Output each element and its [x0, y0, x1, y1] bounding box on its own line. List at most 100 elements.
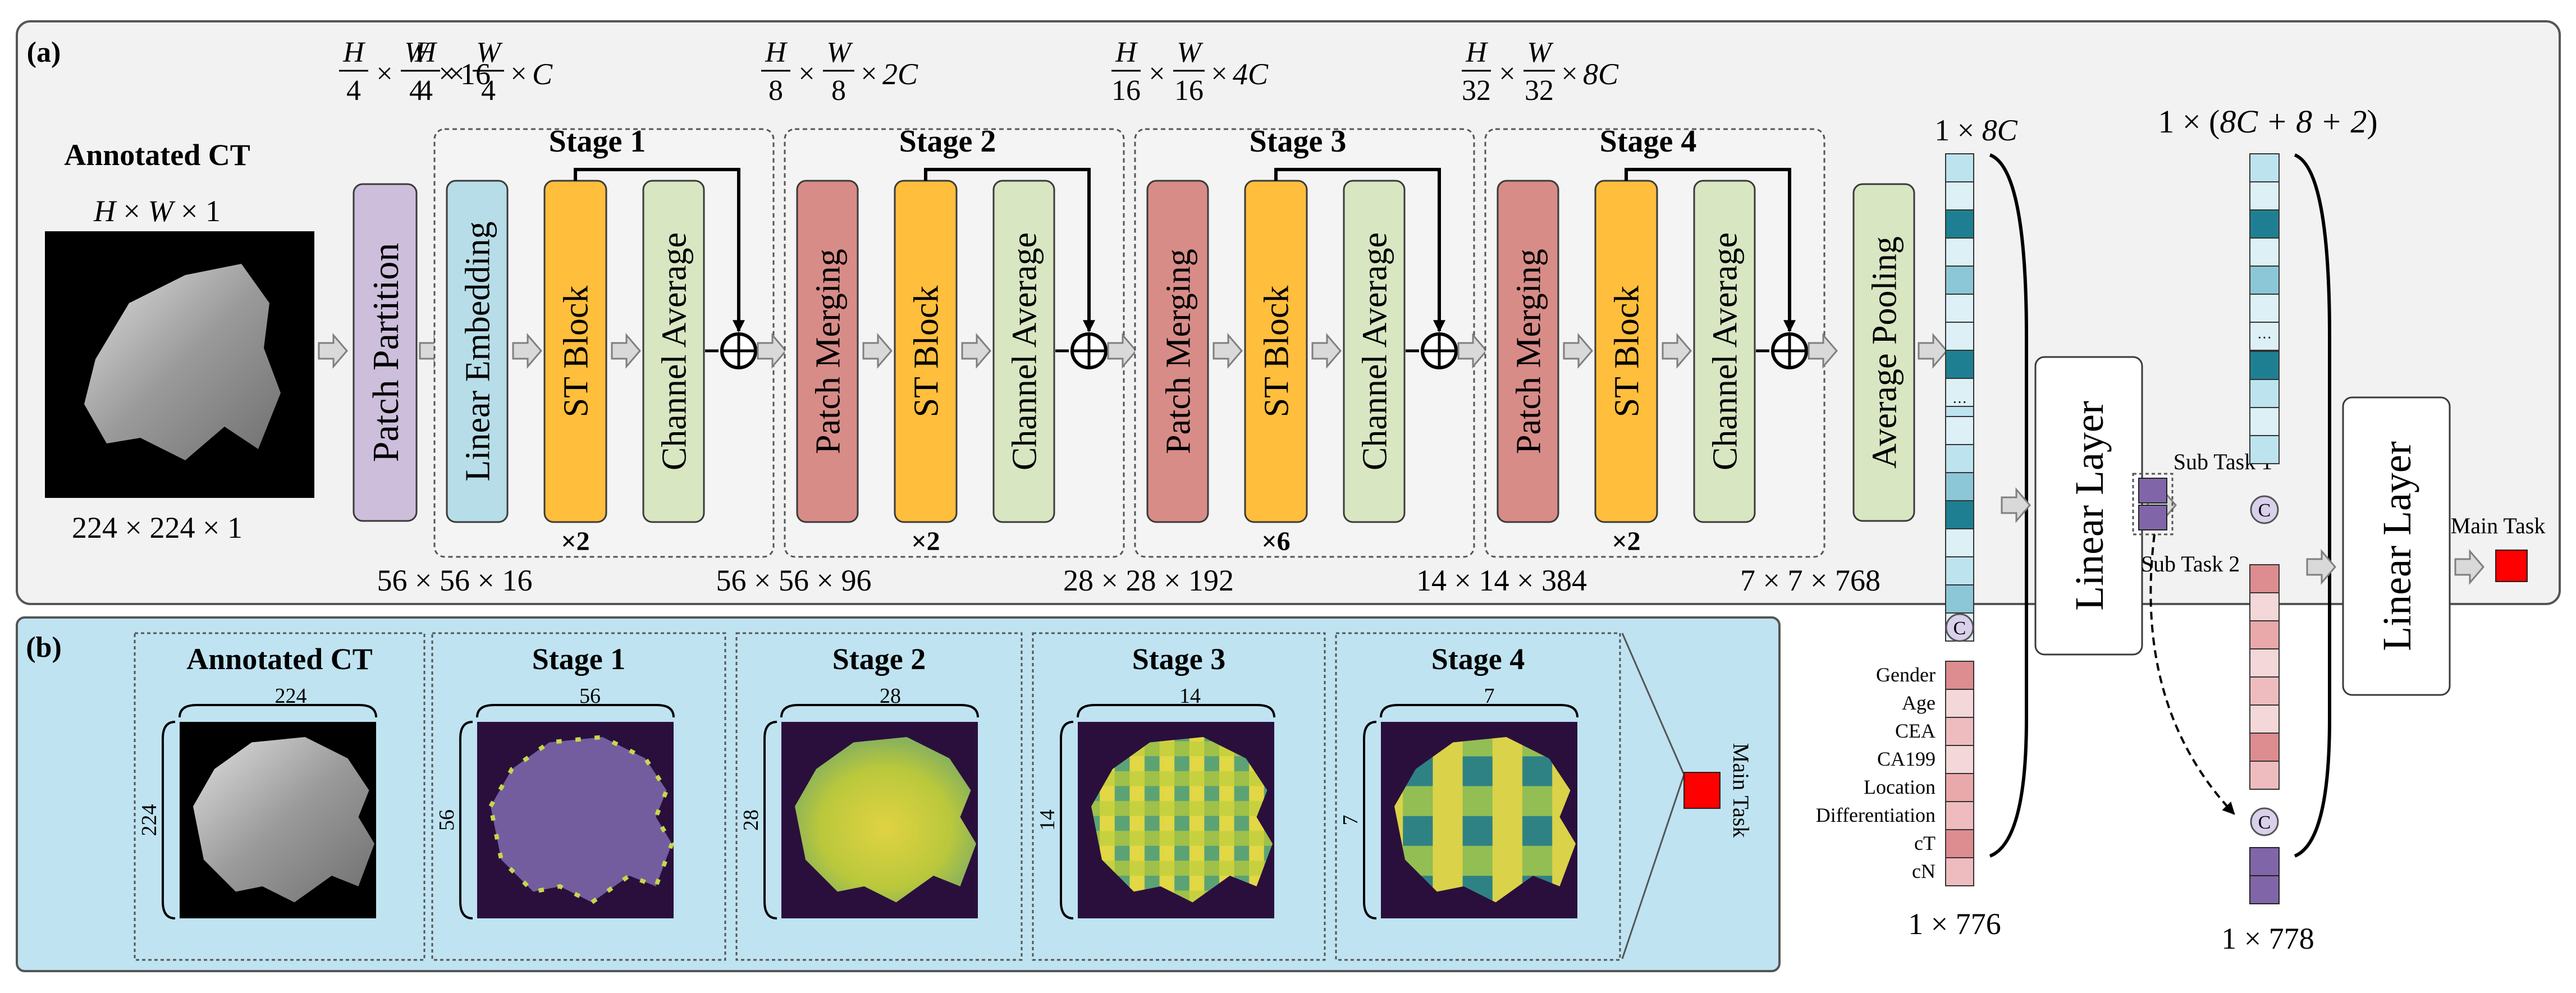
stage-1-arrow-2: [611, 332, 641, 369]
map-4-top-brace: [1077, 704, 1275, 718]
stage-1-sum: [720, 332, 757, 369]
vector2-clinical-cell: [2249, 704, 2280, 734]
clinical-cell-0: [1945, 661, 1974, 690]
clinical-cell-1: [1945, 689, 1974, 718]
concat-3: C: [2250, 807, 2279, 836]
stage-3-dimension-num-b: W: [1177, 36, 1204, 68]
feature-vector-bottom-cell: [1945, 500, 1974, 529]
feature-vector-top-cell: [1945, 350, 1974, 379]
stage-4-dimension-den-b: 32: [1525, 75, 1554, 107]
stage-1-dimension-suffix: C: [532, 57, 553, 91]
stage-1-output-dimension: 56 × 56 × 96: [716, 564, 872, 597]
feature-vector-top-cell: [1945, 153, 1974, 182]
panel-b-label: (b): [26, 632, 62, 663]
clinical-cell-3: [1945, 745, 1974, 774]
stage-4-arrow-1: [1563, 332, 1593, 369]
clinical-cell-7: [1945, 857, 1974, 886]
stage-3-channel-average-label: Channel Average: [1356, 232, 1394, 470]
linear-layer-1-label: Linear Layer: [2067, 401, 2112, 611]
map-4-title: Stage 3: [1132, 642, 1225, 676]
patch-dimension-den-a: 4: [346, 75, 361, 107]
map-3-left-brace: [763, 721, 777, 919]
stage-3-dimension-num-a: H: [1115, 36, 1138, 68]
stage-1-arrow-1: [512, 332, 542, 369]
clinical-label-cn: cN: [1912, 860, 1936, 882]
stage-4-sum: [1771, 332, 1808, 369]
patch-dimension-num-a: H: [342, 36, 365, 68]
vector2-subtask-cell-2: [2249, 875, 2280, 904]
panel-a: (a) Annotated CT H × W × 1 224 × 224 × 1 Pat…: [16, 20, 2561, 955]
vector2-mid-cell: [2249, 351, 2280, 380]
map-3-top-brace: [780, 704, 979, 718]
map-5-height-label: 7: [1339, 815, 1362, 826]
stage-3-arrow-out: [1457, 332, 1488, 369]
clinical-label-location: Location: [1864, 776, 1936, 798]
stage-3-arrow-1: [1212, 332, 1243, 369]
vector2-clinical-cell: [2249, 592, 2280, 621]
concat-2-label: C: [2258, 500, 2271, 521]
stage-1-dimension-num-a: H: [414, 36, 437, 68]
sub-task-2-label: Sub Task 2: [2141, 551, 2240, 576]
clinical-cell-5: [1945, 801, 1974, 830]
vector2-top-cell: [2249, 153, 2280, 182]
stage-2-block1: [796, 180, 859, 523]
main-task-label: Main Task: [2451, 513, 2546, 538]
stage-1-arrow-out: [757, 332, 787, 369]
stage-4-dimension-times-a: ×: [1499, 58, 1515, 90]
stage-2-channel-average: [992, 180, 1055, 523]
patch-partition-block: [353, 183, 418, 522]
clinical-cell-4: [1945, 773, 1974, 802]
stage-1-st-block-label: ST Block: [557, 286, 596, 418]
sub-task-box: [2132, 473, 2174, 536]
stage-2-channel-average-label: Channel Average: [1006, 232, 1044, 470]
patch-dimension-times-b: ×: [438, 58, 455, 90]
feature-vector-bottom-cell: [1945, 444, 1974, 473]
stage-3-channel-average: [1343, 180, 1406, 523]
stage-1-block1: [446, 180, 509, 523]
average-pooling-block: [1852, 183, 1915, 522]
stage-1-title: Stage 1: [549, 124, 646, 159]
stage-3-dimension-den-a: 16: [1111, 75, 1141, 107]
stage-3-arrow-2: [1311, 332, 1342, 369]
map-2-height-label: 56: [435, 809, 459, 831]
map-2-frame: [431, 632, 726, 961]
input-dimension: H × W × 1: [93, 194, 221, 228]
arrow-to-linear-2: [2306, 548, 2336, 585]
map-5-title: Stage 4: [1431, 642, 1525, 676]
stage-2-residual-path: [924, 168, 1095, 333]
feature-vector-top-cell: [1945, 378, 1974, 407]
clinical-label-ca199: CA199: [1877, 748, 1936, 770]
subtask-to-concat-path: [2149, 534, 2235, 815]
stage-3-residual-path: [1274, 168, 1445, 333]
stage-1-channel-average-label: Channel Average: [656, 232, 694, 470]
concat-1-ring: [1945, 613, 1974, 642]
linear-layer-2: [2342, 396, 2451, 696]
vector-brace: [1989, 153, 2028, 858]
vector2-top-cell: [2249, 322, 2280, 351]
stage-3-block1: [1146, 180, 1209, 523]
stage-1-dimension: H4×W4× C: [411, 36, 553, 107]
feature-vector-bottom-cell: [1945, 556, 1974, 585]
feature-vector-top-cell: [1945, 209, 1974, 239]
stage-4-arrow-out: [1808, 332, 1838, 369]
concat-3-ring: [2250, 807, 2279, 836]
patch-dimension-times-a: ×: [376, 58, 392, 90]
stage-4-repeat: ×2: [1612, 527, 1640, 556]
stage-2-arrow-2: [961, 332, 991, 369]
stage-1-dimension-den-b: 4: [481, 75, 496, 107]
stage-3-dimension-times-b: ×: [1211, 58, 1227, 90]
arrow-to-linear-1: [2001, 487, 2031, 524]
vector2-clinical-cell: [2249, 676, 2280, 706]
stage-2-dimension-times-a: ×: [798, 58, 815, 90]
feature-vector-ellipsis: ···: [1952, 394, 1967, 410]
vector2-clinical-cell: [2249, 564, 2280, 593]
feature-dimension: 1 × 8C: [1934, 113, 2017, 147]
concat-1-label: C: [1953, 618, 1966, 639]
clinical-cell-6: [1945, 829, 1974, 858]
stage-1-channel-average: [642, 180, 705, 523]
vector2-mid-cell: [2249, 435, 2280, 464]
